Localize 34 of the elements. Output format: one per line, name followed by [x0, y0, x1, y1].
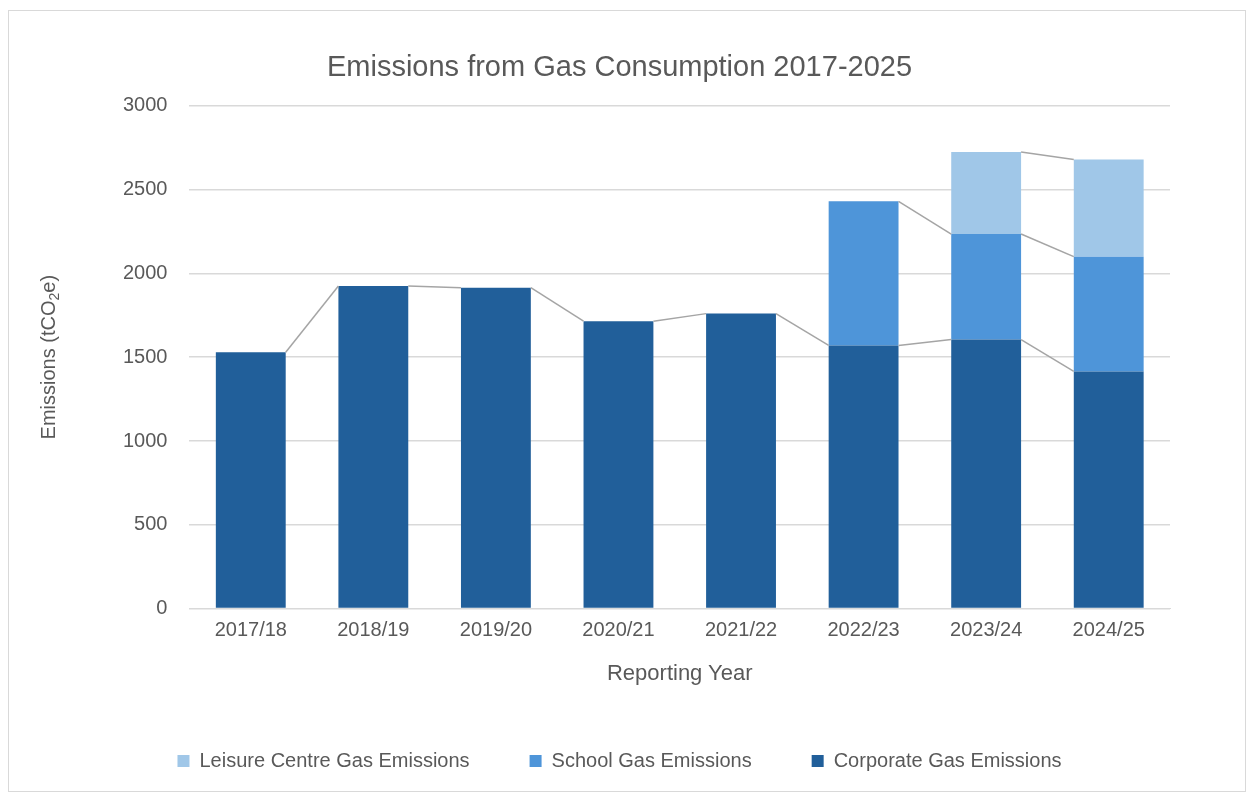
x-tick-label: 2022/23	[827, 618, 900, 641]
bar	[1073, 159, 1144, 257]
legend-label: School Gas Emissions	[551, 748, 752, 771]
y-tick-label: 0	[156, 596, 168, 619]
bar	[460, 287, 531, 608]
x-axis-title: Reporting Year	[606, 659, 753, 685]
bar	[1073, 256, 1144, 372]
bar	[951, 151, 1022, 235]
x-tick-label: 2017/18	[214, 618, 287, 641]
bar	[338, 285, 409, 608]
bar	[1073, 371, 1144, 608]
y-tick-label: 2000	[122, 260, 168, 283]
x-tick-label: 2023/24	[950, 618, 1023, 641]
bar	[706, 313, 776, 608]
legend-label: Corporate Gas Emissions	[833, 748, 1062, 771]
y-tick-label: 2500	[122, 177, 168, 200]
bar	[215, 352, 286, 608]
x-tick-label: 2019/20	[459, 618, 533, 641]
y-axis-title: Emissions (tCO2e)	[36, 274, 62, 440]
x-tick-label: 2021/22	[704, 618, 778, 641]
bar	[951, 234, 1022, 340]
y-tick-label: 3000	[122, 93, 168, 116]
y-tick-label: 1000	[122, 428, 168, 451]
x-tick-label: 2018/19	[337, 618, 410, 641]
chart-title: Emissions from Gas Consumption 2017-2025	[326, 50, 913, 83]
y-tick-label: 500	[134, 512, 168, 535]
y-tick-label: 1500	[122, 344, 168, 367]
x-tick-label: 2024/25	[1072, 618, 1145, 641]
bar	[828, 345, 899, 608]
bar	[583, 321, 654, 608]
x-tick-label: 2020/21	[582, 618, 655, 641]
bar	[951, 339, 1022, 608]
legend-label: Leisure Centre Gas Emissions	[199, 748, 470, 771]
bar	[828, 201, 899, 346]
